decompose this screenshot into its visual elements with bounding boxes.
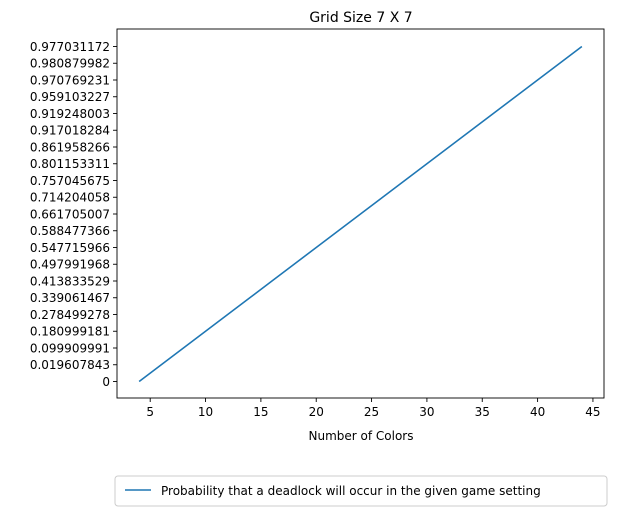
y-tick-label: 0.661705007 — [30, 207, 110, 221]
y-tick-label: 0.917018284 — [30, 124, 110, 138]
x-tick-label: 25 — [364, 405, 379, 419]
y-tick-label: 0.970769231 — [30, 73, 110, 87]
legend-label: Probability that a deadlock will occur i… — [161, 484, 541, 498]
y-tick-label: 0.099909991 — [30, 341, 110, 355]
series-line — [138, 45, 583, 383]
y-tick-label: 0.977031172 — [30, 40, 110, 54]
x-tick-label: 5 — [146, 405, 154, 419]
y-tick-label: 0 — [102, 375, 110, 389]
y-tick-label: 0.547715966 — [30, 241, 110, 255]
y-tick-label: 0.497991968 — [30, 258, 110, 272]
x-tick-label: 20 — [309, 405, 324, 419]
y-tick-label: 0.980879982 — [30, 57, 110, 71]
y-tick-label: 0.588477366 — [30, 224, 110, 238]
y-tick-label: 0.757045675 — [30, 174, 110, 188]
x-tick-label: 30 — [419, 405, 434, 419]
y-tick-label: 0.714204058 — [30, 191, 110, 205]
x-axis: 5 10 15 20 25 30 35 40 45 — [146, 398, 601, 419]
y-axis: 0 0.019607843 0.099909991 0.180999181 0.2784… — [30, 40, 117, 389]
x-tick-label: 10 — [198, 405, 213, 419]
y-tick-label: 0.801153311 — [30, 157, 110, 171]
y-tick-label: 0.413833529 — [30, 274, 110, 288]
plot-area: 5 10 15 20 25 30 35 40 45 0 0.019607843 0.09990999… — [30, 28, 605, 419]
y-tick-label: 0.959103227 — [30, 90, 110, 104]
x-tick-label: 40 — [530, 405, 545, 419]
legend: Probability that a deadlock will occur i… — [114, 475, 608, 507]
chart-title: Grid Size 7 X 7 — [309, 10, 412, 26]
y-tick-label: 0.278499278 — [30, 308, 110, 322]
x-tick-label: 15 — [253, 405, 268, 419]
plot-frame — [116, 28, 605, 399]
x-tick-label: 35 — [475, 405, 490, 419]
y-tick-label: 0.180999181 — [30, 325, 110, 339]
x-axis-label: Number of Colors — [309, 429, 414, 443]
y-tick-label: 0.339061467 — [30, 291, 110, 305]
y-tick-label: 0.019607843 — [30, 358, 110, 372]
y-tick-label: 0.861958266 — [30, 140, 110, 154]
legend-box — [114, 475, 608, 507]
y-tick-label: 0.919248003 — [30, 107, 110, 121]
x-tick-label: 45 — [585, 405, 600, 419]
